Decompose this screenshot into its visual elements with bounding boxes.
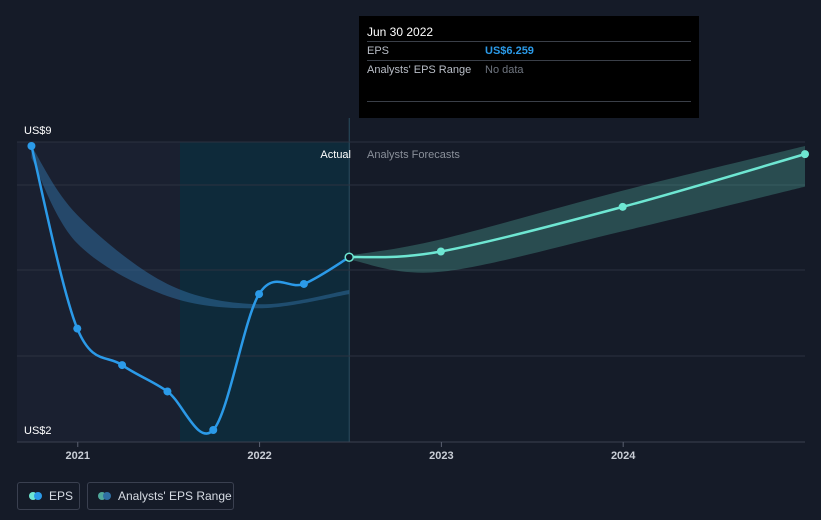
range-area-historical	[31, 146, 350, 309]
x-tick-label: 2023	[429, 450, 453, 462]
eps-point	[73, 324, 82, 333]
series-points	[27, 142, 809, 434]
forecast-point	[618, 202, 627, 211]
tooltip-eps-label: EPS	[367, 45, 390, 57]
y-label-top: US$9	[24, 125, 52, 137]
eps-point	[118, 361, 127, 370]
range-areas	[31, 146, 805, 309]
eps-point	[255, 290, 264, 299]
eps-point	[163, 387, 172, 396]
tooltip-range-label: Analysts' EPS Range	[367, 64, 472, 76]
eps-point	[299, 279, 308, 288]
chart-bands	[17, 118, 350, 442]
legend-range-label: Analysts' EPS Range	[118, 489, 232, 503]
forecast-label: Analysts Forecasts	[367, 149, 460, 161]
range-area-forecast	[349, 146, 805, 273]
series-lines	[30, 145, 806, 435]
legend-item-eps[interactable]: EPS	[17, 482, 80, 510]
forecast-point	[436, 247, 445, 256]
x-tick-label: 2021	[66, 450, 90, 462]
tooltip-date: Jun 30 2022	[367, 25, 434, 39]
eps-line	[30, 145, 350, 435]
tooltip-range-value: No data	[485, 64, 524, 76]
tooltip-row-eps: EPS US$6.259	[367, 41, 691, 60]
tooltip-row-range: Analysts' EPS Range No data	[367, 60, 691, 79]
eps-point	[27, 142, 36, 150]
forecast-point	[801, 150, 809, 159]
highlight-point	[344, 252, 354, 262]
chart-grid	[17, 141, 805, 357]
chart-axes: 2021 2022 2023 2024	[17, 441, 805, 462]
eps-point	[209, 426, 218, 434]
eps-legend-icon	[29, 492, 42, 500]
forecast-line	[349, 152, 806, 259]
past-band	[17, 142, 180, 442]
tooltip-divider	[367, 101, 691, 102]
x-tick-label: 2024	[611, 450, 636, 462]
legend-eps-label: EPS	[49, 489, 74, 503]
tooltip-eps-value: US$6.259	[485, 45, 534, 57]
actual-label: Actual	[320, 149, 351, 161]
legend-item-range[interactable]: Analysts' EPS Range	[87, 482, 234, 510]
tooltip: Jun 30 2022 EPS US$6.259 Analysts' EPS R…	[359, 16, 699, 118]
y-label-bottom: US$2	[24, 425, 52, 437]
x-tick-label: 2022	[247, 450, 271, 462]
actual-band	[180, 142, 350, 442]
range-legend-icon	[98, 492, 111, 500]
